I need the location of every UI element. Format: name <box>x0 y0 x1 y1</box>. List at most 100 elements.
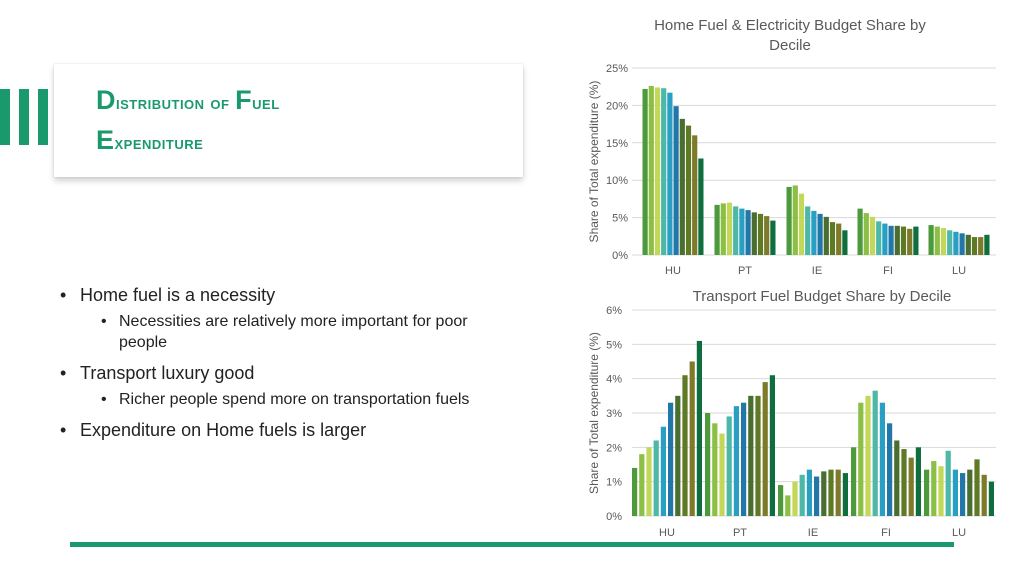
bar <box>938 466 944 516</box>
bar <box>836 223 842 255</box>
bar <box>654 87 661 255</box>
x-tick-label: LU <box>952 265 966 277</box>
bar <box>739 208 745 255</box>
bar <box>945 450 951 516</box>
bar <box>928 225 934 255</box>
bar <box>901 449 907 516</box>
bar <box>869 216 876 255</box>
slide-title: Distribution of Fuel Expenditure <box>96 85 280 155</box>
y-tick-label: 0% <box>612 250 628 262</box>
accent-bar-2 <box>19 89 29 145</box>
bar <box>882 223 888 255</box>
bar <box>953 231 959 255</box>
bar <box>764 216 770 255</box>
x-tick-label: HU <box>659 527 675 539</box>
bar <box>974 459 980 516</box>
bar <box>792 481 798 516</box>
accent-bar-1 <box>0 89 10 145</box>
bar <box>682 375 688 516</box>
y-tick-label: 5% <box>606 339 622 351</box>
bar <box>894 440 900 516</box>
y-tick-label: 0% <box>606 511 622 523</box>
accent-bar-3 <box>38 89 48 145</box>
bar <box>778 485 784 516</box>
bar <box>632 467 638 516</box>
bar <box>770 220 776 255</box>
bar <box>792 185 798 255</box>
y-tick-label: 20% <box>606 100 628 112</box>
bar <box>714 204 720 255</box>
y-tick-label: 10% <box>606 175 628 187</box>
bullet-item: Expenditure on Home fuels is larger <box>58 418 538 442</box>
bullet-item: Home fuel is a necessity <box>58 283 538 307</box>
bar <box>786 186 792 255</box>
bar <box>673 106 679 256</box>
chart-title: Home Fuel & Electricity Budget Share by <box>654 17 926 34</box>
bar <box>762 382 768 516</box>
bar <box>751 212 757 255</box>
bar <box>720 203 726 255</box>
bar <box>887 423 893 516</box>
bar <box>660 426 666 516</box>
chart-title: Transport Fuel Budget Share by Decile <box>693 288 952 305</box>
bar <box>984 234 990 255</box>
bar <box>940 228 947 255</box>
y-tick-label: 25% <box>606 63 628 75</box>
bar <box>692 135 698 255</box>
bar <box>799 474 805 516</box>
y-axis-label: Share of Total expenditure (%) <box>587 332 601 494</box>
x-tick-label: IE <box>808 527 818 539</box>
bar <box>806 469 812 516</box>
x-tick-label: HU <box>665 265 681 277</box>
bar <box>842 230 848 255</box>
bar <box>959 233 965 255</box>
bar <box>857 208 863 255</box>
bottom-rule <box>70 542 954 547</box>
title-box: Distribution of Fuel Expenditure <box>54 64 523 177</box>
bar <box>934 226 940 255</box>
bar <box>908 457 914 516</box>
bar <box>851 447 857 516</box>
bar <box>757 213 764 255</box>
bar <box>705 413 711 516</box>
bar <box>741 402 747 516</box>
bar <box>798 193 805 255</box>
y-tick-label: 15% <box>606 138 628 150</box>
bar <box>835 469 841 516</box>
bar <box>924 469 930 516</box>
bar <box>823 216 829 255</box>
bar <box>719 433 725 516</box>
bar <box>653 440 659 516</box>
y-tick-label: 1% <box>606 477 622 489</box>
bar <box>679 118 685 255</box>
y-tick-label: 6% <box>606 305 622 317</box>
bar <box>685 125 692 255</box>
bullet-item: Transport luxury good <box>58 361 538 385</box>
bar <box>755 395 761 516</box>
bar <box>965 234 971 255</box>
bar <box>733 406 739 516</box>
bar <box>981 474 987 516</box>
x-tick-label: LU <box>952 527 966 539</box>
bar <box>769 375 775 516</box>
y-tick-label: 4% <box>606 374 622 386</box>
bar <box>894 225 900 255</box>
bar <box>696 340 702 516</box>
bar <box>726 202 733 255</box>
y-tick-label: 5% <box>612 213 628 225</box>
bar <box>900 226 907 255</box>
bar <box>639 454 645 516</box>
bar <box>745 210 751 255</box>
sub-bullet-item: Necessities are relatively more importan… <box>58 311 519 353</box>
y-tick-label: 3% <box>606 408 622 420</box>
bar <box>952 469 958 516</box>
sub-bullet-item: Richer people spend more on transportati… <box>58 389 519 410</box>
chart-title: Decile <box>769 37 811 54</box>
bar <box>971 237 978 255</box>
bar <box>888 225 894 255</box>
bar <box>931 461 937 516</box>
bar <box>842 473 848 516</box>
x-tick-label: PT <box>738 265 752 277</box>
x-tick-label: IE <box>812 265 822 277</box>
